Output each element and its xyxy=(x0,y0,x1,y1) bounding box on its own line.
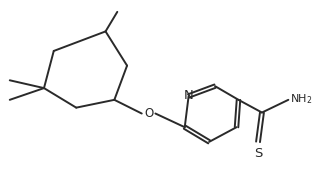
Text: NH$_2$: NH$_2$ xyxy=(290,92,313,106)
Text: N: N xyxy=(184,89,193,102)
Text: O: O xyxy=(144,107,153,120)
Text: S: S xyxy=(254,147,262,160)
